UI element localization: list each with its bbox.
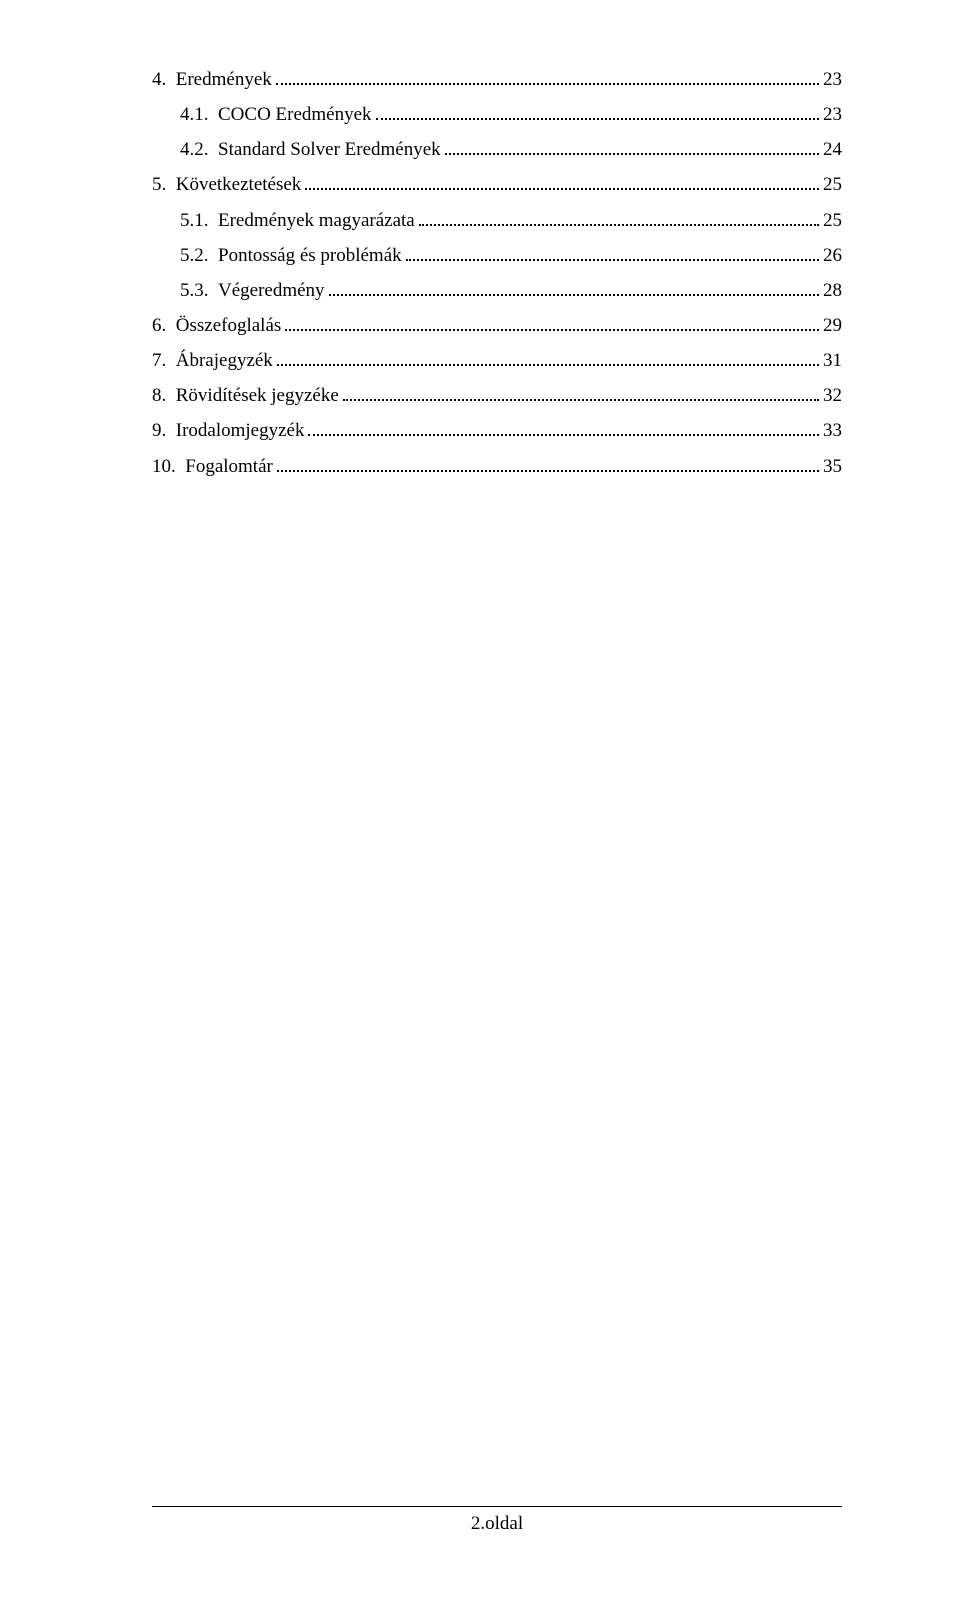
toc-entry-number: 10.	[152, 456, 176, 477]
toc-entry-label: 4.1. COCO Eredmények	[180, 97, 372, 132]
toc-entry-label: 5.1. Eredmények magyarázata	[180, 203, 415, 238]
toc-entry-title: Irodalomjegyzék	[176, 420, 305, 441]
footer-rule	[152, 1506, 842, 1507]
toc-entry-title: Fogalomtár	[185, 456, 273, 477]
toc-entry: 4.2. Standard Solver Eredmények 24	[152, 132, 842, 167]
toc-entry-label: 4. Eredmények	[152, 62, 272, 97]
toc-entry-label: 6. Összefoglalás	[152, 308, 281, 343]
table-of-contents: 4. Eredmények234.1. COCO Eredmények234.2…	[152, 62, 842, 484]
toc-entry: 7. Ábrajegyzék 31	[152, 343, 842, 378]
toc-entry-page: 23	[823, 62, 842, 97]
toc-entry-page: 32	[823, 378, 842, 413]
toc-entry-title: Pontosság és problémák	[218, 245, 402, 266]
toc-entry-title: Eredmények magyarázata	[218, 210, 415, 231]
toc-entry: 8. Rövidítések jegyzéke 32	[152, 378, 842, 413]
toc-leader-dots	[343, 386, 819, 401]
toc-entry: 5.3. Végeredmény 28	[152, 273, 842, 308]
toc-entry-label: 5.2. Pontosság és problémák	[180, 238, 402, 273]
toc-entry-page: 33	[823, 413, 842, 448]
toc-entry-page: 28	[823, 273, 842, 308]
toc-entry: 4. Eredmények 23	[152, 62, 842, 97]
toc-entry-label: 10. Fogalomtár	[152, 449, 273, 484]
toc-entry-title: Összefoglalás	[176, 315, 282, 336]
toc-leader-dots	[305, 175, 819, 190]
toc-entry-label: 7. Ábrajegyzék	[152, 343, 273, 378]
page-footer: 2.oldal	[152, 1506, 842, 1535]
toc-entry-number: 4.2.	[180, 139, 209, 160]
toc-leader-dots	[329, 281, 819, 296]
toc-entry-number: 5.2.	[180, 245, 209, 266]
toc-entry: 9. Irodalomjegyzék 33	[152, 413, 842, 448]
toc-entry-number: 5.1.	[180, 210, 209, 231]
toc-entry-title: Standard Solver Eredmények	[218, 139, 441, 160]
toc-entry: 5.2. Pontosság és problémák 26	[152, 238, 842, 273]
toc-entry-page: 31	[823, 343, 842, 378]
toc-leader-dots	[406, 246, 819, 261]
toc-entry-number: 5.	[152, 174, 166, 195]
toc-entry-label: 5. Következtetések	[152, 167, 301, 202]
toc-leader-dots	[445, 140, 819, 155]
toc-entry-title: Következtetések	[176, 174, 302, 195]
toc-entry-page: 24	[823, 132, 842, 167]
toc-leader-dots	[419, 210, 819, 225]
toc-entry-title: Eredmények	[176, 69, 272, 90]
toc-leader-dots	[276, 70, 819, 85]
toc-entry-label: 9. Irodalomjegyzék	[152, 413, 304, 448]
toc-entry-label: 5.3. Végeredmény	[180, 273, 325, 308]
toc-entry-page: 35	[823, 449, 842, 484]
toc-entry-number: 4.1.	[180, 104, 209, 125]
toc-entry-number: 5.3.	[180, 280, 209, 301]
toc-entry-title: COCO Eredmények	[218, 104, 372, 125]
toc-leader-dots	[277, 456, 819, 471]
toc-entry-number: 6.	[152, 315, 166, 336]
toc-entry-label: 4.2. Standard Solver Eredmények	[180, 132, 441, 167]
toc-entry-number: 9.	[152, 420, 166, 441]
toc-entry-page: 26	[823, 238, 842, 273]
toc-leader-dots	[277, 351, 819, 366]
page-number: 2.oldal	[152, 1513, 842, 1535]
toc-entry-page: 23	[823, 97, 842, 132]
toc-entry: 5.1. Eredmények magyarázata 25	[152, 203, 842, 238]
toc-entry: 10. Fogalomtár 35	[152, 449, 842, 484]
toc-entry-title: Rövidítések jegyzéke	[176, 385, 339, 406]
toc-entry-label: 8. Rövidítések jegyzéke	[152, 378, 339, 413]
toc-entry: 6. Összefoglalás 29	[152, 308, 842, 343]
toc-entry-page: 25	[823, 167, 842, 202]
toc-entry: 5. Következtetések 25	[152, 167, 842, 202]
toc-entry-number: 4.	[152, 69, 166, 90]
toc-entry-page: 29	[823, 308, 842, 343]
toc-entry-number: 8.	[152, 385, 166, 406]
toc-leader-dots	[376, 105, 819, 120]
toc-entry: 4.1. COCO Eredmények 23	[152, 97, 842, 132]
page: 4. Eredmények234.1. COCO Eredmények234.2…	[0, 0, 960, 1597]
toc-entry-title: Ábrajegyzék	[176, 350, 273, 371]
toc-entry-page: 25	[823, 203, 842, 238]
toc-entry-title: Végeredmény	[218, 280, 325, 301]
toc-leader-dots	[285, 316, 819, 331]
toc-entry-number: 7.	[152, 350, 166, 371]
toc-leader-dots	[308, 421, 819, 436]
